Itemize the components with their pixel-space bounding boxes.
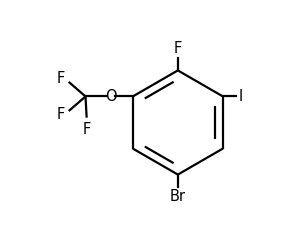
Text: F: F [56, 107, 64, 122]
Text: I: I [239, 89, 243, 104]
Text: Br: Br [170, 189, 186, 204]
Text: F: F [56, 71, 64, 86]
Text: F: F [82, 122, 91, 137]
Text: F: F [174, 41, 182, 56]
Text: O: O [105, 89, 117, 104]
